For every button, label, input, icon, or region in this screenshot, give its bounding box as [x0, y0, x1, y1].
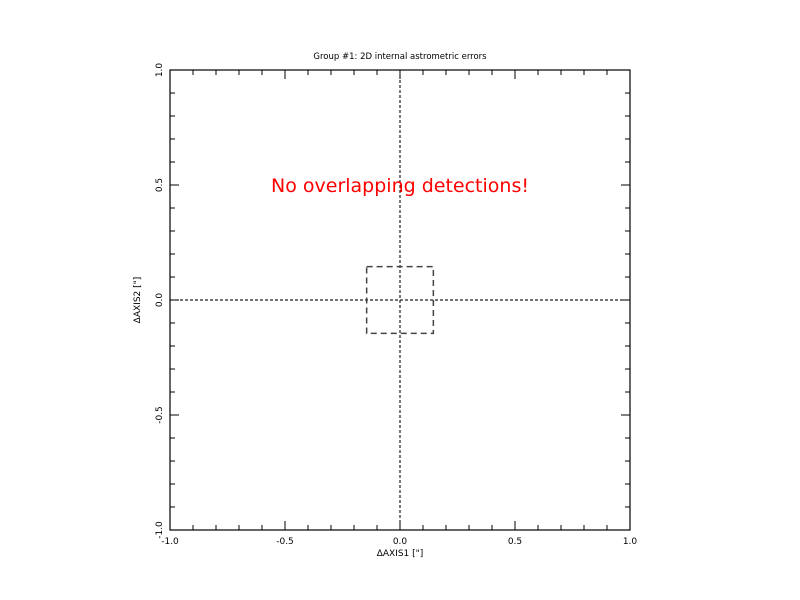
- no-detections-annotation: No overlapping detections!: [271, 175, 529, 197]
- y-tick-label: -1.0: [155, 521, 165, 539]
- x-tick-label: -0.5: [276, 537, 294, 547]
- plot-frame: [169, 69, 631, 531]
- guide-lines: [170, 70, 630, 530]
- chart-title: Group #1: 2D internal astrometric errors: [313, 52, 487, 62]
- x-axis-label: ΔAXIS1 ["]: [377, 549, 424, 559]
- reference-box: [365, 265, 435, 335]
- reference-box-rect: [365, 265, 435, 335]
- y-axis-label: ΔAXIS2 ["]: [133, 277, 143, 324]
- x-tick-labels: -1.0 -0.5 0.0 0.5 1.0: [161, 537, 637, 547]
- y-tick-label: 1.0: [155, 63, 165, 78]
- y-tick-label: -0.5: [155, 406, 165, 424]
- y-tick-labels: -1.0 -0.5 0.0 0.5 1.0: [155, 63, 165, 539]
- y-tick-label: 0.5: [155, 178, 165, 192]
- y-tick-label: 0.0: [155, 293, 165, 308]
- x-tick-label: 0.0: [393, 537, 408, 547]
- x-tick-label: 1.0: [623, 537, 638, 547]
- x-tick-label: -1.0: [161, 537, 179, 547]
- x-tick-label: 0.5: [508, 537, 522, 547]
